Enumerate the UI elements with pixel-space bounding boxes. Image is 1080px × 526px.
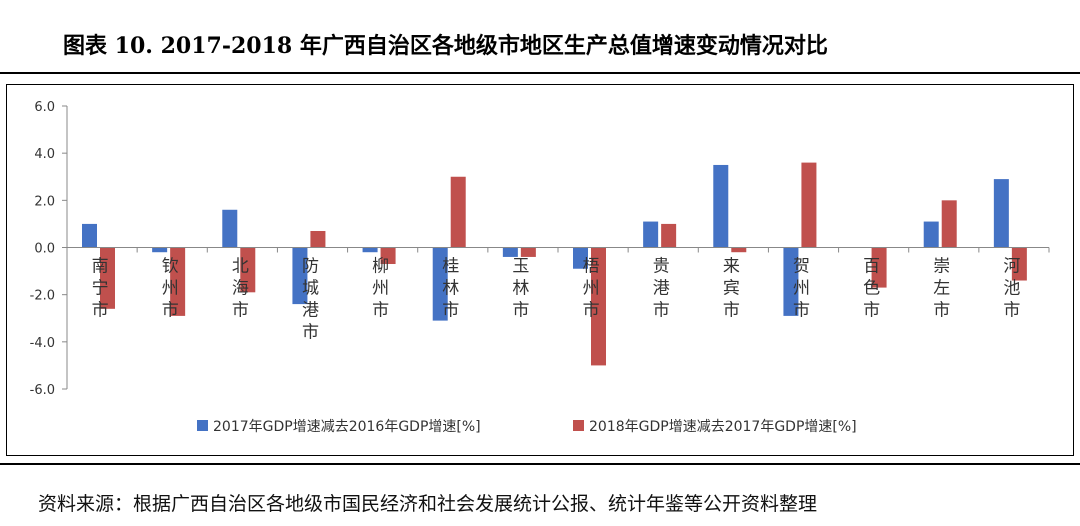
bar-2017-10 [783, 247, 799, 316]
y-tick-label: -2.0 [30, 289, 55, 304]
legend-label: 2018年GDP增速减去2017年GDP增速[%] [589, 419, 857, 435]
category-label: 北海市 [232, 257, 249, 321]
category-label: 桂林市 [442, 257, 459, 321]
bar-2018-1 [170, 247, 186, 316]
bar-2018-9 [731, 247, 747, 253]
category-label: 百色市 [863, 257, 880, 321]
category-label: 防城港市 [302, 257, 319, 343]
category-label: 梧州市 [583, 257, 600, 321]
bar-2017-12 [923, 221, 939, 248]
legend-label: 2017年GDP增速减去2016年GDP增速[%] [213, 419, 481, 435]
y-tick-label: 6.0 [34, 100, 55, 115]
figure-title: 图表 10. 2017-2018 年广西自治区各地级市地区生产总值增速变动情况对… [63, 33, 828, 59]
bar-2018-4 [380, 247, 396, 265]
bar-2017-4 [362, 247, 378, 253]
bar-2018-12 [941, 200, 957, 248]
bar-chart: 6.0 4.0 2.0 0.0 -2.0 -4.0 -6.0 南宁市 钦州市 北海市 防城港市 柳州市… [30, 100, 1050, 435]
bar-2018-8 [661, 223, 677, 248]
category-label: 贺州市 [793, 257, 810, 321]
y-tick-label: -6.0 [30, 383, 55, 398]
chart-frame: 6.0 4.0 2.0 0.0 -2.0 -4.0 -6.0 南宁市 钦州市 北海市 防城港市 柳州市… [6, 84, 1074, 456]
category-label: 柳州市 [372, 257, 389, 321]
legend-swatch [573, 420, 584, 431]
legend-swatch [197, 420, 208, 431]
bar-2017-3 [292, 247, 308, 305]
category-label: 来宾市 [723, 257, 740, 321]
bar-2017-13 [993, 179, 1009, 248]
y-tick-label: 4.0 [34, 147, 55, 162]
bar-2017-8 [643, 221, 659, 248]
bar-2017-5 [432, 247, 448, 321]
bar-2017-2 [222, 209, 238, 248]
category-label: 南宁市 [92, 257, 109, 321]
bar-2018-3 [310, 230, 326, 248]
bottom-rule [0, 463, 1080, 465]
bar-2018-13 [1011, 247, 1027, 281]
bar-2018-7 [591, 247, 606, 366]
bar-2017-9 [713, 164, 729, 248]
y-tick-label: -4.0 [30, 336, 55, 351]
top-rule [0, 72, 1080, 74]
bar-2017-1 [152, 247, 168, 253]
category-label: 贵港市 [653, 257, 670, 321]
bar-2018-5 [450, 176, 466, 248]
bar-2018-11 [871, 247, 887, 288]
bar-2018-0 [100, 247, 115, 309]
category-label: 玉林市 [512, 257, 529, 321]
bar-2018-6 [520, 247, 536, 257]
bar-2018-2 [240, 247, 256, 293]
source-note: 资料来源：根据广西自治区各地级市国民经济和社会发展统计公报、统计年鉴等公开资料整… [38, 493, 818, 515]
bar-2017-7 [573, 247, 588, 269]
bar-2017-0 [82, 223, 97, 248]
category-label: 崇左市 [933, 257, 950, 321]
category-label: 河池市 [1003, 257, 1020, 321]
category-label: 钦州市 [162, 257, 179, 321]
bar-2018-10 [801, 162, 817, 248]
y-tick-label: 0.0 [34, 242, 55, 257]
bar-2017-6 [502, 247, 518, 257]
y-tick-label: 2.0 [34, 194, 55, 209]
